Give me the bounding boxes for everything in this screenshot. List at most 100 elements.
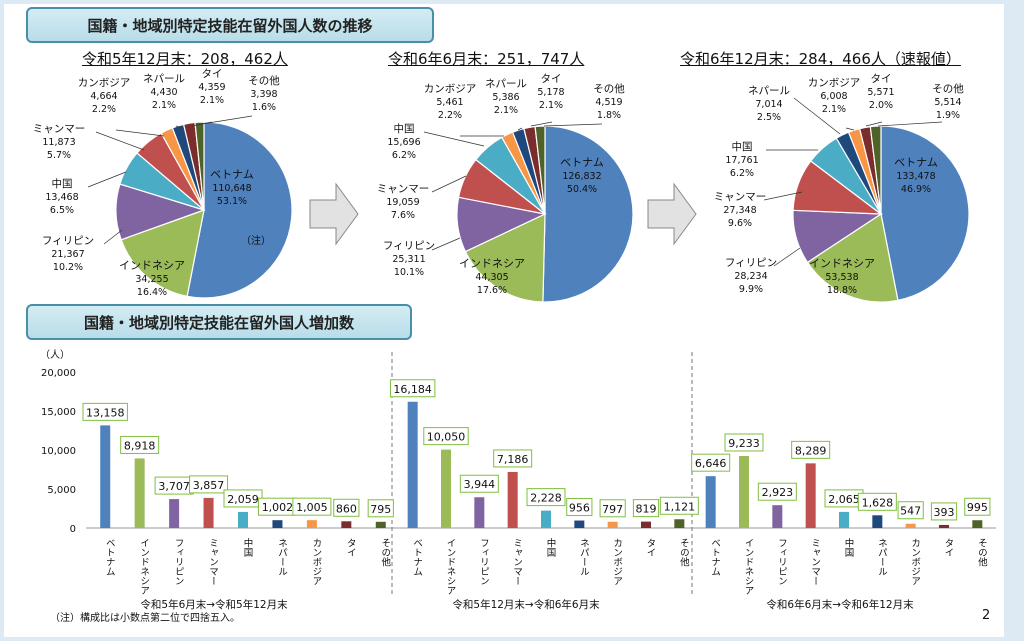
slice-label: ネパール [143,73,185,85]
bar [134,458,145,528]
slice-label: その他 [248,74,280,87]
data-label-box [599,499,626,518]
leader-line [543,123,603,127]
pie-chart-1: ベトナム 110,648 53.1% インドネシア 34,255 16.4% フィリピン 21… [33,68,293,299]
slice-value: 126,832 [562,171,601,182]
slice-value: 4,430 [150,87,177,98]
leader-line [115,129,165,137]
slice-label: タイ [871,73,892,85]
data-label-box [659,496,699,515]
data-label: 860 [336,502,357,515]
data-label-box [333,498,360,517]
data-label: 797 [602,503,623,516]
slice-value: 28,234 [734,271,767,282]
slice-label: ベトナム [560,156,604,169]
bar [739,455,749,528]
data-label-box [189,475,229,494]
pie-slice [880,125,970,302]
slice-label: インドネシア [119,259,185,272]
data-label: 2,923 [762,486,794,499]
category-label: カンボジア [310,538,322,586]
slice-value: 4,359 [198,82,225,93]
data-label-box [964,497,991,516]
data-label: 2,065 [828,493,860,506]
slice-value: 5,461 [436,97,463,108]
y-tick-label: 5,000 [47,485,76,496]
slice-pct: 9.9% [739,284,763,295]
y-tick-label: 10,000 [41,446,76,457]
category-label: その他 [678,538,690,567]
slice-label: カンボジア [424,83,477,95]
pie-slice [806,213,899,303]
data-label-box [493,449,533,468]
bar [574,520,585,528]
bar [100,425,111,528]
slice-pct: 2.2% [438,110,462,121]
slice-label: フィリピン [42,235,94,247]
slice-pct: 6.5% [50,205,74,216]
leader-line [431,175,467,193]
slice-pct: 9.6% [728,218,752,229]
data-label-box [632,499,660,518]
category-label: タイ [345,538,357,557]
page-number: 2 [982,608,991,623]
pie-title-3: 令和6年12月末：284，466人（速報値） [680,50,961,68]
slice-value: 25,311 [392,254,425,265]
group-label: 令和6年6月末→令和6年12月末 [766,598,914,611]
data-label-box [791,440,831,459]
data-label: 393 [934,506,955,519]
bar [939,524,949,528]
slice-pct: 5.7% [47,150,71,161]
data-label-box [120,435,160,454]
slice-label: インドネシア [459,257,525,270]
slice-label: 中国 [394,122,415,135]
slice-pct: 1.6% [252,102,276,113]
data-label-box [82,402,128,421]
leader-line [87,171,127,188]
slice-value: 11,873 [42,137,75,148]
data-label: 2,059 [227,493,259,506]
data-label-box [757,482,797,501]
slice-pct: 10.2% [53,262,83,273]
bar [607,521,618,528]
data-label: 9,233 [728,437,760,450]
leader-line [201,115,253,125]
bar-group-3: 6,646 ベトナム 9,233 インドネシア 2,923 フィリピン 8,289 ミャンマー… [691,433,991,611]
slice-pct: 2.1% [200,95,224,106]
data-label-box [930,502,958,521]
bar [772,505,783,528]
slice-pct: 17.6% [477,285,507,296]
pie-slice [186,121,293,299]
slice-value: 34,255 [135,274,168,285]
y-tick-label: 20,000 [41,368,76,379]
leader-line [865,121,883,127]
slice-label: ネパール [748,85,790,97]
category-label: ネパール [276,538,288,576]
slice-value: 5,514 [934,97,961,108]
slice-pct: 2.1% [152,100,176,111]
slice-pct: 16.4% [137,287,167,298]
slice-label: その他 [593,82,625,95]
slice-label: その他 [932,82,964,95]
slice-value: 133,478 [896,171,935,182]
data-label-box [423,427,469,446]
category-label: インドネシア [138,538,150,595]
y-axis-label: （人） [40,349,70,361]
slice-pct: 1.8% [597,110,621,121]
slice-pct: 46.9% [901,184,931,195]
arrow-right-icon [309,182,359,246]
slice-value: 4,664 [90,91,117,102]
data-label: 795 [370,503,391,516]
slice-label: ベトナム [210,168,254,181]
slice-label: フィリピン [383,240,435,252]
data-label: 7,186 [497,453,529,466]
slice-value: 4,519 [595,97,622,108]
category-label: ミャンマー [511,538,522,586]
pie-slice [120,209,205,298]
slice-label: インドネシア [809,257,875,270]
slice-value: 6,008 [820,91,847,102]
pie-slice [194,121,205,211]
slice-value: 13,468 [45,192,78,203]
data-label: 995 [967,501,988,514]
leader-line [877,121,943,127]
